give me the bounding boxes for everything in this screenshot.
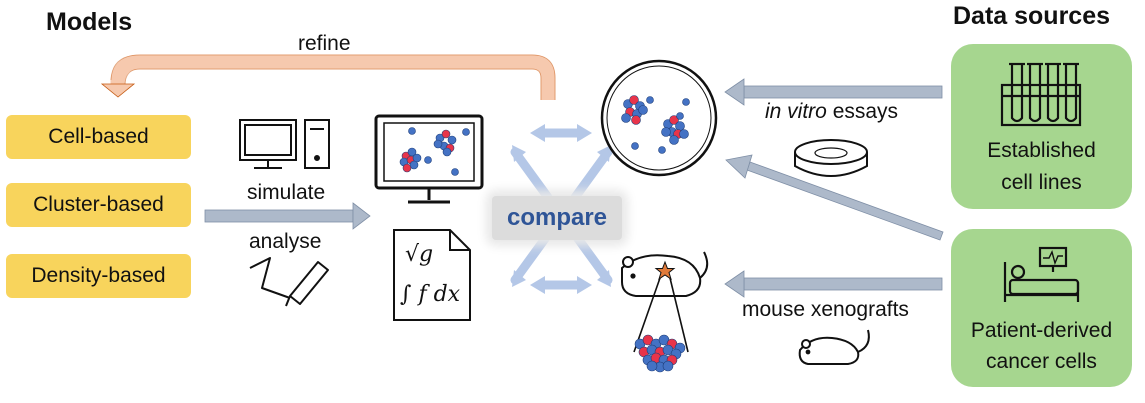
cell-clusters bbox=[399, 95, 690, 373]
compare-label: compare bbox=[492, 196, 622, 240]
refine-arrowhead bbox=[100, 83, 136, 98]
petri-cell bbox=[621, 113, 631, 123]
monitor-cell bbox=[441, 129, 451, 139]
petri-dish-icon bbox=[600, 59, 718, 177]
models-heading: Models bbox=[46, 8, 133, 36]
model-cluster-based-label: Cluster-based bbox=[33, 193, 164, 216]
petri-cell bbox=[646, 96, 654, 104]
xenograft-arrow bbox=[724, 270, 943, 298]
petri-cell bbox=[669, 135, 679, 145]
formula-integral: ∫ f dx bbox=[400, 282, 461, 307]
mouse-xenografts-label: mouse xenografts bbox=[742, 298, 909, 321]
petri-cell bbox=[675, 121, 685, 131]
monitor-cell bbox=[462, 128, 470, 136]
monitor-cell bbox=[402, 163, 412, 173]
monitor-cell bbox=[433, 139, 443, 149]
hospital-bed-icon bbox=[1003, 246, 1080, 302]
tumor-cell bbox=[662, 360, 674, 372]
model-cell-based-label: Cell-based bbox=[48, 125, 149, 148]
petri-cell bbox=[629, 95, 639, 105]
simulate-label: simulate bbox=[247, 181, 326, 204]
model-cluster-based: Cluster-based bbox=[6, 183, 191, 227]
monitor-cell bbox=[451, 168, 459, 176]
monitor-cell bbox=[442, 147, 452, 157]
pen-analyse-icon bbox=[249, 257, 329, 307]
petri-dish-inner bbox=[606, 65, 712, 171]
formula-document-icon bbox=[393, 229, 471, 321]
model-density-based: Density-based bbox=[6, 254, 191, 298]
petri-cell bbox=[661, 127, 671, 137]
patient-line1: Patient-derived bbox=[970, 319, 1113, 342]
petri-cell bbox=[638, 105, 648, 115]
simulate-arrow bbox=[204, 202, 371, 230]
monitor-cell bbox=[408, 127, 416, 135]
formula-sqrt: √g bbox=[405, 242, 434, 267]
analyse-label: analyse bbox=[249, 230, 322, 253]
petri-cell bbox=[682, 98, 690, 106]
petri-cell bbox=[631, 142, 639, 150]
refine-arrow bbox=[110, 54, 556, 100]
tumor-cell bbox=[646, 360, 658, 372]
invitro-arrow bbox=[724, 78, 943, 106]
petri-cell bbox=[631, 115, 641, 125]
desktop-computer-icon bbox=[239, 119, 330, 169]
petri-cell bbox=[676, 112, 684, 120]
data-sources-heading: Data sources bbox=[953, 2, 1111, 30]
invitro-label: in vitro essays bbox=[765, 100, 898, 124]
petri-cell bbox=[658, 146, 666, 154]
compare-text: compare bbox=[506, 204, 608, 231]
patient-to-invitro-arrow bbox=[725, 154, 944, 241]
small-mouse-icon bbox=[798, 329, 870, 365]
source-patient-derived-cells: Patient-derived cancer cells bbox=[951, 229, 1132, 387]
refine-arrow-outline bbox=[110, 54, 556, 100]
monitor-cell bbox=[424, 156, 432, 164]
model-cell-based: Cell-based bbox=[6, 115, 191, 159]
invitro-rest: essays bbox=[826, 100, 899, 123]
source-established-cell-lines: Established cell lines bbox=[951, 44, 1132, 209]
invitro-italic: in vitro bbox=[765, 100, 827, 123]
monitor-cell bbox=[447, 135, 457, 145]
refine-label: refine bbox=[298, 32, 351, 55]
petri-cell bbox=[669, 115, 679, 125]
compare-arrowheads bbox=[512, 124, 611, 294]
test-tubes-icon bbox=[1000, 62, 1082, 127]
petri-cell bbox=[679, 129, 689, 139]
established-line1: Established bbox=[987, 139, 1096, 162]
established-line2: cell lines bbox=[1001, 171, 1082, 194]
model-density-based-label: Density-based bbox=[31, 264, 166, 287]
tumor-star-icon bbox=[654, 260, 676, 281]
small-petri-dish-icon bbox=[794, 139, 868, 177]
patient-line2: cancer cells bbox=[986, 350, 1097, 373]
